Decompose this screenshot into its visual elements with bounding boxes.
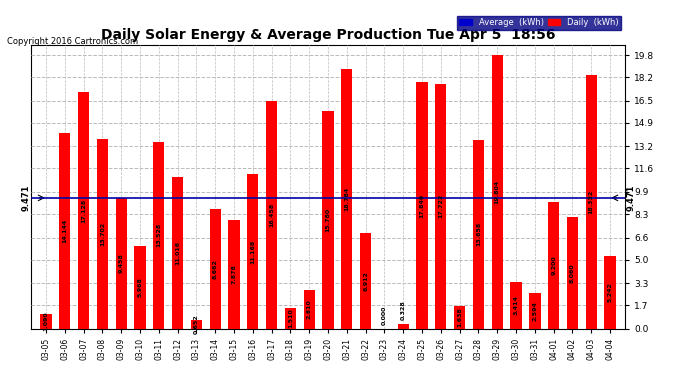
Text: 14.144: 14.144 <box>62 219 67 243</box>
Bar <box>190 320 202 329</box>
Bar <box>397 324 409 329</box>
Text: 1.090: 1.090 <box>43 311 48 331</box>
Text: 0.328: 0.328 <box>401 300 406 320</box>
Text: 17.722: 17.722 <box>438 194 444 218</box>
Text: 11.168: 11.168 <box>250 240 255 264</box>
Text: 17.128: 17.128 <box>81 198 86 222</box>
Text: 1.510: 1.510 <box>288 308 293 328</box>
Bar <box>548 202 560 329</box>
Text: 0.000: 0.000 <box>382 305 387 325</box>
Text: 2.594: 2.594 <box>533 301 538 321</box>
Bar <box>135 246 146 329</box>
Text: 18.332: 18.332 <box>589 190 594 214</box>
Text: 5.242: 5.242 <box>608 283 613 303</box>
Bar <box>40 314 52 329</box>
Text: 13.702: 13.702 <box>100 222 105 246</box>
Text: 17.846: 17.846 <box>420 193 424 217</box>
Text: 1.638: 1.638 <box>457 308 462 327</box>
Text: 7.878: 7.878 <box>232 264 237 284</box>
Legend: Average  (kWh), Daily  (kWh): Average (kWh), Daily (kWh) <box>457 16 621 30</box>
Text: 15.780: 15.780 <box>326 208 331 232</box>
Text: 3.414: 3.414 <box>513 295 519 315</box>
Bar <box>153 142 164 329</box>
Bar <box>511 282 522 329</box>
Bar <box>210 209 221 329</box>
Title: Daily Solar Energy & Average Production Tue Apr 5  18:56: Daily Solar Energy & Average Production … <box>101 27 555 42</box>
Text: 19.804: 19.804 <box>495 180 500 204</box>
Bar <box>322 111 334 329</box>
Bar <box>435 84 446 329</box>
Text: 13.658: 13.658 <box>476 222 481 246</box>
Bar <box>473 140 484 329</box>
Text: 8.060: 8.060 <box>570 263 575 283</box>
Bar <box>247 174 259 329</box>
Text: 11.016: 11.016 <box>175 240 180 265</box>
Bar <box>172 177 184 329</box>
Text: 9.471: 9.471 <box>627 184 636 211</box>
Text: 9.471: 9.471 <box>22 184 31 211</box>
Bar <box>586 75 597 329</box>
Text: Copyright 2016 Cartronics.com: Copyright 2016 Cartronics.com <box>7 38 138 46</box>
Bar <box>228 220 239 329</box>
Bar <box>304 290 315 329</box>
Bar <box>416 82 428 329</box>
Bar <box>604 256 615 329</box>
Bar <box>492 55 503 329</box>
Text: 18.784: 18.784 <box>344 187 349 211</box>
Bar <box>285 308 296 329</box>
Bar <box>266 101 277 329</box>
Text: 16.458: 16.458 <box>269 203 274 227</box>
Text: 5.968: 5.968 <box>137 278 142 297</box>
Text: 9.458: 9.458 <box>119 254 124 273</box>
Bar <box>567 217 578 329</box>
Text: 2.810: 2.810 <box>307 299 312 319</box>
Bar <box>115 198 127 329</box>
Bar <box>360 233 371 329</box>
Text: 9.200: 9.200 <box>551 255 556 275</box>
Bar <box>59 133 70 329</box>
Bar <box>78 92 89 329</box>
Text: 13.528: 13.528 <box>156 223 161 248</box>
Bar <box>529 293 540 329</box>
Bar <box>97 140 108 329</box>
Text: 8.662: 8.662 <box>213 259 217 279</box>
Bar <box>454 306 465 329</box>
Bar <box>341 69 353 329</box>
Text: 6.912: 6.912 <box>363 271 368 291</box>
Text: 0.652: 0.652 <box>194 314 199 334</box>
